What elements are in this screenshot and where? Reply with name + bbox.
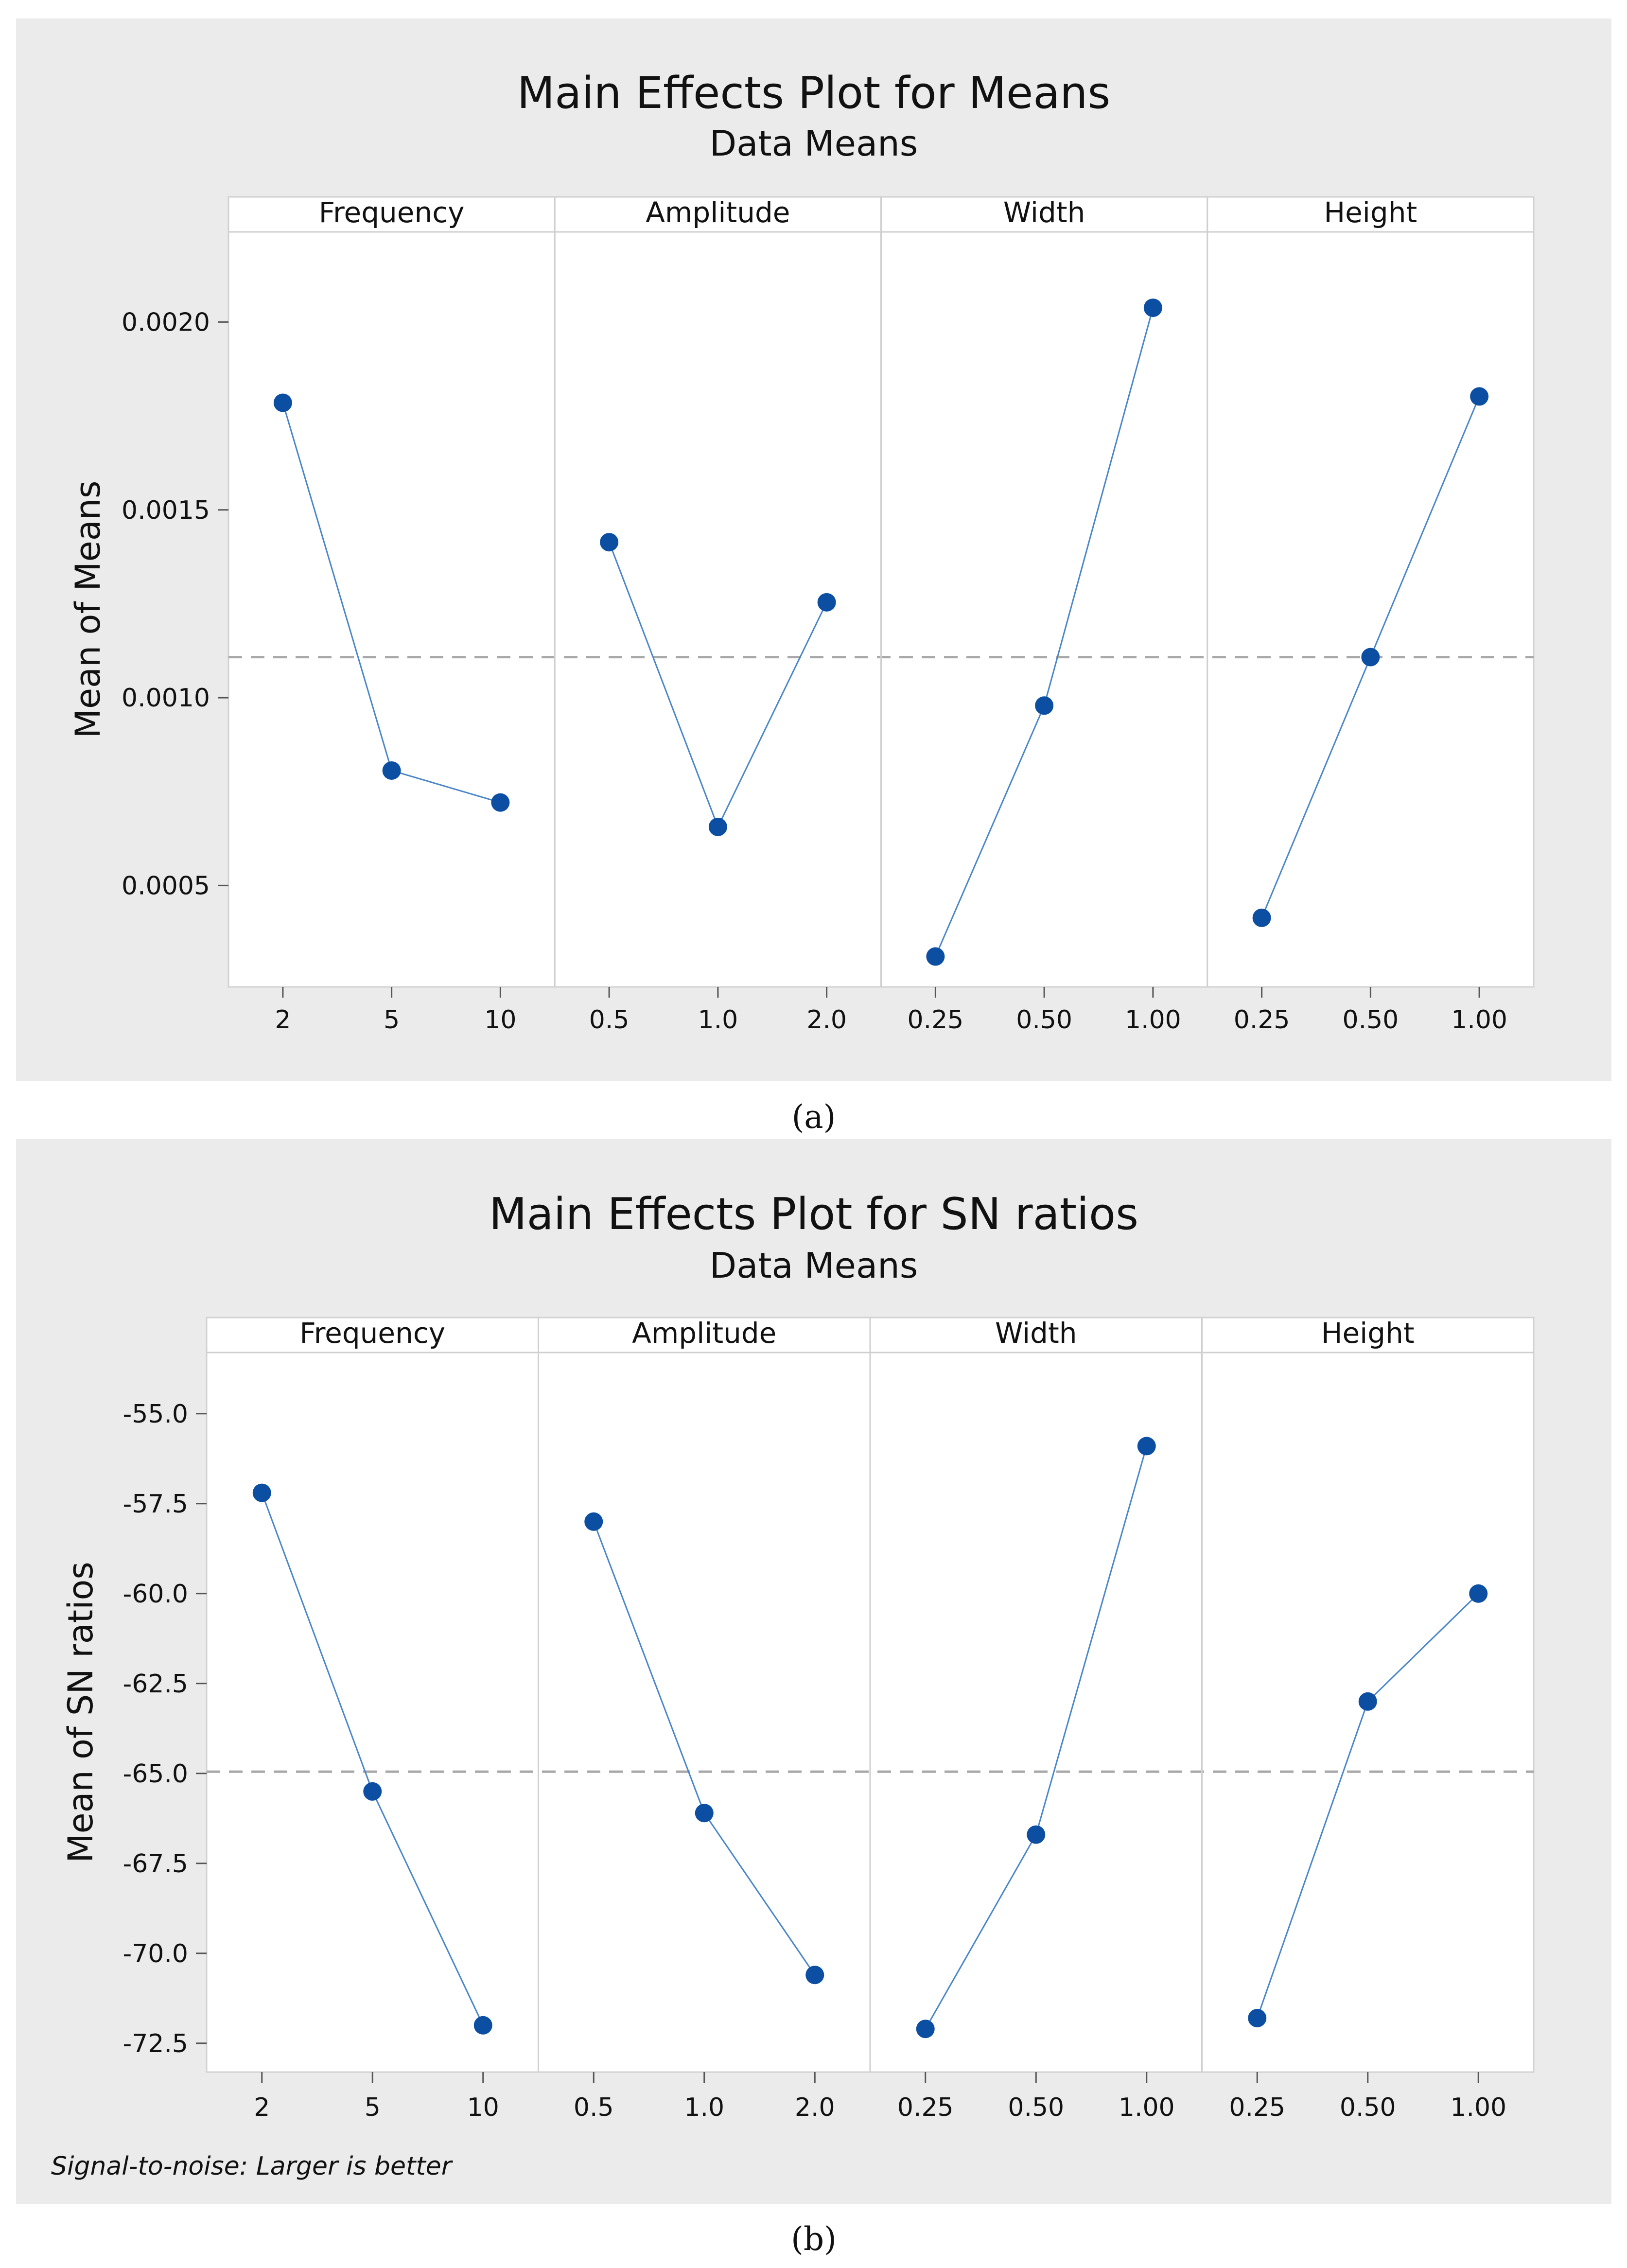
x-tick-label: 1.0: [684, 2093, 724, 2122]
x-tick-label: 0.25: [907, 1005, 963, 1035]
data-point-amplitude-0: [584, 1512, 603, 1531]
x-tick-label: 0.50: [1340, 2093, 1396, 2122]
facet-amplitude: Amplitude 0.5 1.0 2.0: [554, 196, 847, 1035]
data-point-frequency-1: [382, 761, 401, 780]
y-tick-label: -72.5: [122, 2029, 188, 2058]
x-tick-label: 1.00: [1119, 2093, 1175, 2122]
facet-label: Width: [995, 1317, 1077, 1350]
facet-label: Amplitude: [646, 196, 790, 229]
facet-frequency: Frequency 2 5 10: [273, 196, 516, 1035]
facet-label: Height: [1324, 196, 1417, 229]
x-tick-label: 1.00: [1450, 2093, 1506, 2122]
y-tick-label: -62.5: [122, 1670, 188, 1699]
facet-label: Frequency: [299, 1317, 445, 1350]
facet-frequency: Frequency 2 5 10: [252, 1317, 499, 2122]
x-tick-label: 0.5: [574, 2093, 614, 2122]
y-tick-label: -57.5: [122, 1490, 188, 1519]
data-point-height-0: [1252, 908, 1271, 927]
data-point-frequency-0: [273, 393, 292, 412]
data-point-width-1: [1027, 1825, 1046, 1844]
data-point-frequency-1: [363, 1782, 382, 1801]
panel-caption: (b): [791, 2220, 837, 2258]
data-point-height-2: [1469, 1584, 1488, 1603]
facet-height: Height 0.25 0.50 1.00: [1201, 1317, 1506, 2122]
x-tick-label: 0.50: [1016, 1005, 1072, 1035]
facet-width: Width 0.25 0.50 1.00: [869, 1317, 1175, 2122]
data-point-amplitude-1: [708, 817, 727, 836]
x-tick-label: 5: [365, 2093, 381, 2122]
x-tick-label: 0.5: [589, 1005, 630, 1035]
y-tick-label: 0.0005: [122, 871, 210, 900]
y-tick-label: -65.0: [122, 1759, 188, 1789]
x-tick-label: 5: [384, 1005, 400, 1035]
data-point-width-1: [1035, 696, 1054, 715]
data-point-amplitude-2: [817, 593, 836, 612]
facet-height: Height 0.25 0.50 1.00: [1207, 196, 1507, 1035]
x-tick-label: 1.00: [1451, 1005, 1507, 1035]
x-tick-label: 10: [484, 1005, 516, 1035]
footnote: Signal-to-noise: Larger is better: [51, 2152, 454, 2181]
facet-width: Width 0.25 0.50 1.00: [880, 196, 1181, 1035]
data-point-height-1: [1358, 1692, 1377, 1711]
y-tick-label: -67.5: [122, 1849, 188, 1879]
facet-label: Amplitude: [632, 1317, 776, 1350]
data-point-height-2: [1470, 387, 1489, 406]
y-tick-label: 0.0020: [122, 308, 210, 337]
chart-title: Main Effects Plot for SN ratios: [489, 1189, 1138, 1240]
facet-label: Height: [1321, 1317, 1415, 1350]
x-tick-label: 2.0: [795, 2093, 835, 2122]
facet-label: Width: [1003, 196, 1085, 229]
data-point-amplitude-2: [805, 1966, 824, 1985]
x-tick-label: 1.0: [698, 1005, 738, 1035]
y-tick-label: -70.0: [122, 1939, 188, 1969]
data-point-width-0: [916, 2020, 935, 2039]
x-tick-label: 1.00: [1125, 1005, 1181, 1035]
y-tick-label: 0.0010: [122, 684, 210, 713]
chart-panel-b: Main Effects Plot for SN ratios Data Mean…: [16, 1139, 1611, 2204]
x-tick-label: 2.0: [806, 1005, 847, 1035]
data-point-amplitude-0: [600, 533, 619, 552]
x-tick-label: 2: [254, 2093, 270, 2122]
panel-caption: (a): [792, 1098, 836, 1136]
x-tick-label: 2: [275, 1005, 291, 1035]
facet-label: Frequency: [319, 196, 465, 229]
data-point-frequency-2: [473, 2016, 492, 2035]
y-axis-title: Mean of SN ratios: [61, 1562, 101, 1863]
x-tick-label: 0.25: [897, 2093, 954, 2122]
x-tick-label: 0.50: [1008, 2093, 1064, 2122]
y-tick-label: -60.0: [122, 1580, 188, 1609]
y-tick-label: -55.0: [122, 1400, 188, 1429]
data-point-frequency-2: [491, 793, 510, 812]
chart-subtitle: Data Means: [710, 123, 918, 164]
y-axis-title: Mean of Means: [68, 481, 108, 738]
x-tick-label: 0.25: [1234, 1005, 1290, 1035]
data-point-height-0: [1248, 2009, 1267, 2027]
data-point-width-0: [926, 947, 945, 966]
chart-subtitle: Data Means: [710, 1245, 918, 1286]
x-tick-label: 10: [467, 2093, 499, 2122]
data-point-width-2: [1137, 1437, 1156, 1456]
data-point-amplitude-1: [695, 1804, 714, 1823]
data-point-frequency-0: [252, 1483, 271, 1502]
y-tick-label: 0.0015: [122, 496, 210, 525]
data-point-height-1: [1361, 648, 1380, 667]
x-tick-label: 0.25: [1229, 2093, 1285, 2122]
x-tick-label: 0.50: [1342, 1005, 1399, 1035]
data-point-width-2: [1143, 299, 1162, 317]
chart-title: Main Effects Plot for Means: [517, 68, 1111, 119]
facet-amplitude: Amplitude 0.5 1.0 2.0: [538, 1317, 835, 2122]
